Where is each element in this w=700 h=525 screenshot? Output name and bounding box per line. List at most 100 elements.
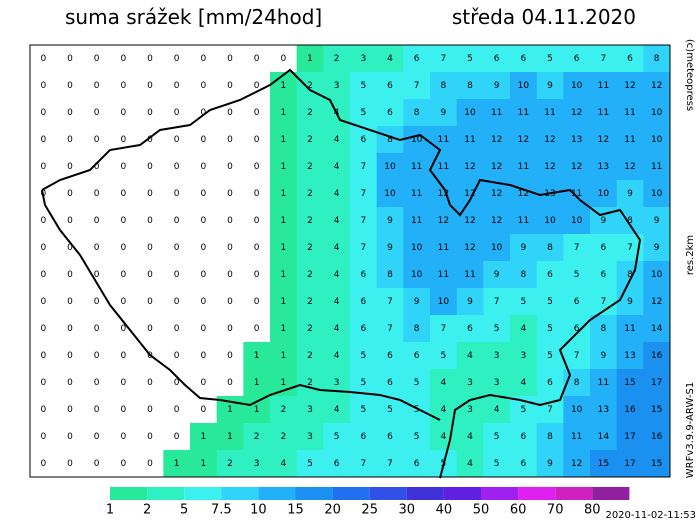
- precip-cell: [110, 180, 138, 208]
- precip-cell: [376, 315, 404, 343]
- precip-value: 12: [518, 189, 529, 199]
- precip-cell: [323, 288, 351, 316]
- precip-value: 11: [598, 81, 609, 91]
- precip-value: 17: [624, 459, 635, 469]
- precip-cell: [190, 315, 218, 343]
- precip-value: 0: [120, 162, 126, 172]
- precip-cell: [590, 153, 618, 181]
- precip-value: 0: [120, 108, 126, 118]
- precip-value: 1: [280, 270, 286, 280]
- colorbar-label: 80: [584, 503, 601, 518]
- precip-cell: [510, 234, 538, 262]
- precip-value: 3: [307, 405, 313, 415]
- precip-value: 1: [280, 162, 286, 172]
- precip-value: 7: [360, 243, 366, 253]
- precip-cell: [510, 261, 538, 289]
- colorbar-label: 5: [180, 503, 188, 518]
- timestamp: 2020-11-02-11:53: [605, 510, 696, 521]
- precip-cell: [110, 45, 138, 73]
- precip-value: 17: [624, 432, 635, 442]
- precip-cell: [30, 72, 58, 100]
- precip-cell: [56, 396, 84, 424]
- precip-value: 0: [254, 108, 260, 118]
- precip-value: 2: [307, 81, 313, 91]
- precip-cell: [110, 396, 138, 424]
- precip-cell: [510, 126, 538, 154]
- precip-value: 12: [544, 135, 555, 145]
- precip-cell: [190, 450, 218, 478]
- precip-cell: [270, 99, 298, 127]
- precip-cell: [163, 315, 191, 343]
- precip-cell: [83, 234, 111, 262]
- precip-value: 8: [547, 432, 553, 442]
- precip-cell: [110, 423, 138, 451]
- precip-cell: [483, 207, 511, 235]
- precip-value: 1: [280, 378, 286, 388]
- precip-value: 8: [387, 270, 393, 280]
- precip-value: 0: [67, 459, 73, 469]
- precip-cell: [590, 180, 618, 208]
- precip-value: 9: [494, 81, 500, 91]
- precip-cell: [56, 423, 84, 451]
- precip-value: 0: [40, 405, 46, 415]
- precip-value: 6: [627, 54, 633, 64]
- precip-cell: [616, 99, 644, 127]
- precip-value: 12: [544, 162, 555, 172]
- precip-cell: [403, 342, 431, 370]
- precip-cell: [376, 45, 404, 73]
- precip-value: 4: [334, 135, 340, 145]
- precip-value: 4: [334, 297, 340, 307]
- precip-value: 5: [467, 54, 473, 64]
- precip-value: 15: [598, 459, 609, 469]
- precip-cell: [56, 342, 84, 370]
- precip-value: 12: [651, 297, 662, 307]
- precip-value: 10: [518, 81, 530, 91]
- precip-cell: [163, 45, 191, 73]
- precip-value: 4: [440, 378, 446, 388]
- precip-value: 11: [624, 324, 635, 334]
- precip-value: 11: [571, 189, 582, 199]
- precip-value: 0: [174, 432, 180, 442]
- precip-cell: [643, 180, 671, 208]
- precip-value: 11: [518, 162, 529, 172]
- precip-value: 0: [94, 216, 100, 226]
- precip-value: 0: [67, 405, 73, 415]
- precip-value: 8: [414, 324, 420, 334]
- precip-cell: [136, 180, 164, 208]
- precip-value: 7: [360, 216, 366, 226]
- precip-value: 8: [600, 324, 606, 334]
- precip-value: 0: [120, 351, 126, 361]
- precip-value: 4: [440, 432, 446, 442]
- precip-value: 0: [174, 297, 180, 307]
- precip-cell: [643, 99, 671, 127]
- precip-cell: [323, 234, 351, 262]
- precip-value: 1: [254, 405, 260, 415]
- precip-value: 3: [307, 432, 313, 442]
- precip-value: 0: [120, 270, 126, 280]
- colorbar-swatch: [147, 487, 185, 500]
- precip-cell: [56, 369, 84, 397]
- precip-value: 0: [147, 135, 153, 145]
- precip-cell: [30, 450, 58, 478]
- precip-cell: [136, 153, 164, 181]
- precip-value: 17: [651, 378, 662, 388]
- precip-value: 5: [360, 405, 366, 415]
- precip-value: 6: [414, 351, 420, 361]
- precip-cell: [243, 45, 271, 73]
- colorbar-swatch: [592, 487, 630, 500]
- colorbar-swatch: [332, 487, 370, 500]
- precip-cell: [643, 396, 671, 424]
- precip-value: 0: [94, 297, 100, 307]
- precip-cell: [350, 396, 378, 424]
- precip-cell: [323, 126, 351, 154]
- precip-cell: [296, 180, 324, 208]
- precip-cell: [350, 315, 378, 343]
- precip-value: 2: [254, 432, 260, 442]
- precip-value: 6: [467, 324, 473, 334]
- precip-cell: [83, 315, 111, 343]
- precip-value: 1: [280, 108, 286, 118]
- precip-cell: [323, 207, 351, 235]
- precip-cell: [323, 342, 351, 370]
- precip-cell: [163, 153, 191, 181]
- precip-value: 12: [491, 162, 502, 172]
